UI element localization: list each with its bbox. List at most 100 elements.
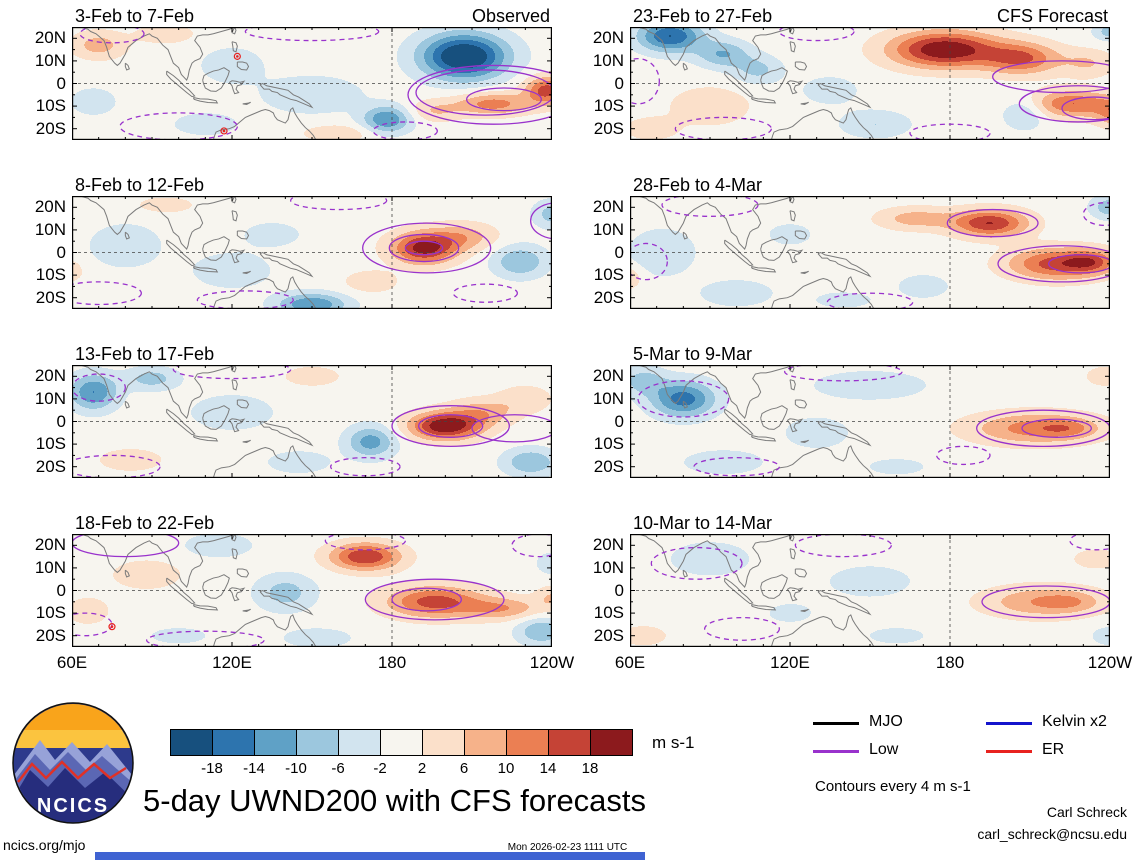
x-axis-label: 180 bbox=[935, 653, 965, 672]
x-axis-label: 180 bbox=[377, 653, 407, 672]
panel-header: 28-Feb to 4-Mar bbox=[630, 175, 1110, 195]
y-axis-label: 10S bbox=[35, 265, 66, 285]
y-axis-label: 20N bbox=[592, 366, 624, 386]
colorbar-cell bbox=[548, 729, 591, 756]
panel-corner-label: CFS Forecast bbox=[996, 6, 1108, 26]
legend-line-er bbox=[986, 750, 1032, 753]
map-canvas bbox=[72, 534, 552, 647]
figure-title: 5-day UWND200 with CFS forecasts bbox=[143, 783, 647, 818]
y-axis-label: 0 bbox=[614, 411, 624, 431]
logo-sky-lower bbox=[14, 730, 132, 748]
panel-title: 28-Feb to 4-Mar bbox=[633, 175, 763, 195]
map-canvas bbox=[72, 365, 552, 478]
logo-text: NCICS bbox=[37, 795, 109, 817]
y-axis-label: 20N bbox=[34, 197, 66, 217]
panel-title: 13-Feb to 17-Feb bbox=[75, 344, 215, 364]
y-axis-label: 10S bbox=[593, 434, 624, 454]
colorbar-tick-label: -10 bbox=[285, 760, 307, 777]
y-axis-label: 10S bbox=[35, 434, 66, 454]
colorbar-cell bbox=[296, 729, 339, 756]
contour-interval-note: Contours every 4 m s-1 bbox=[815, 778, 971, 795]
y-axis-label: 0 bbox=[56, 242, 66, 262]
y-axis-label: 20S bbox=[593, 118, 624, 138]
y-axis-label: 10S bbox=[593, 603, 624, 623]
colorbar-cell bbox=[380, 729, 423, 756]
colorbar-cell bbox=[506, 729, 549, 756]
x-axis-label: 120E bbox=[770, 653, 810, 672]
ncics-logo: NCICS bbox=[12, 702, 134, 824]
y-axis-label: 20S bbox=[593, 456, 624, 476]
y-axis-label: 0 bbox=[56, 580, 66, 600]
colorbar-cell bbox=[590, 729, 633, 756]
y-axis-label: 20S bbox=[35, 625, 66, 645]
colorbar-tick-label: -6 bbox=[331, 760, 345, 777]
y-axis-label: 20N bbox=[34, 535, 66, 555]
logo-mountain-front bbox=[14, 768, 132, 822]
y-axis-label: 0 bbox=[614, 242, 624, 262]
panel-title: 5-Mar to 9-Mar bbox=[633, 344, 753, 364]
y-axis-label: 20N bbox=[592, 28, 624, 48]
y-axis-label: 20N bbox=[34, 366, 66, 386]
y-axis-label: 10S bbox=[35, 603, 66, 623]
y-axis-label: 10S bbox=[593, 96, 624, 116]
map-canvas bbox=[630, 27, 1110, 140]
legend-label: MJO bbox=[869, 713, 903, 730]
y-axis-label: 10N bbox=[592, 557, 624, 577]
colorbar-tick-label: 18 bbox=[581, 760, 599, 777]
y-axis-label: 20S bbox=[35, 287, 66, 307]
colorbar-cell bbox=[464, 729, 507, 756]
map-canvas bbox=[72, 196, 552, 309]
colorbar-cell bbox=[254, 729, 297, 756]
colorbar-cell bbox=[422, 729, 465, 756]
panel-title: 18-Feb to 22-Feb bbox=[75, 513, 215, 533]
y-axis-label: 10S bbox=[35, 96, 66, 116]
legend-label: Low bbox=[869, 741, 899, 758]
colorbar-tick-label: -18 bbox=[201, 760, 223, 777]
y-axis-label: 20S bbox=[593, 287, 624, 307]
credit-name: Carl Schreck bbox=[1046, 804, 1127, 820]
colorbar-cell bbox=[212, 729, 255, 756]
colorbar-tick-label: -14 bbox=[243, 760, 265, 777]
logo-red-ridge bbox=[17, 760, 127, 783]
credit-email: carl_schreck@ncsu.edu bbox=[977, 826, 1127, 842]
y-axis-label: 20S bbox=[593, 625, 624, 645]
colorbar-tick-label: 10 bbox=[497, 760, 515, 777]
panel-title: 3-Feb to 7-Feb bbox=[75, 6, 195, 26]
panel-title: 10-Mar to 14-Mar bbox=[633, 513, 773, 533]
y-axis-label: 20N bbox=[592, 535, 624, 555]
y-axis-label: 0 bbox=[56, 73, 66, 93]
colorbar-units-label: m s-1 bbox=[652, 733, 695, 752]
bottom-bar bbox=[95, 852, 645, 860]
panel-header: 5-Mar to 9-Mar bbox=[630, 344, 1110, 364]
map-canvas bbox=[630, 196, 1110, 309]
colorbar-tick-label: -2 bbox=[373, 760, 387, 777]
x-axis-label: 120W bbox=[1087, 653, 1133, 672]
y-axis-label: 20S bbox=[35, 456, 66, 476]
panel-corner-label: Observed bbox=[471, 6, 550, 26]
y-axis-label: 10N bbox=[592, 219, 624, 239]
x-axis-label: 120W bbox=[529, 653, 575, 672]
x-axis-label: 120E bbox=[212, 653, 252, 672]
y-axis-label: 10N bbox=[592, 388, 624, 408]
legend-line-kelvin-x2 bbox=[986, 722, 1032, 725]
y-axis-label: 10N bbox=[34, 388, 66, 408]
footer-timestamp: Mon 2026-02-23 1111 UTC bbox=[507, 842, 628, 853]
panel-header: 10-Mar to 14-Mar bbox=[630, 513, 1110, 533]
y-axis-label: 0 bbox=[614, 580, 624, 600]
y-axis-label: 10N bbox=[592, 50, 624, 70]
panel-header: 3-Feb to 7-Feb Observed bbox=[72, 6, 552, 26]
y-axis-label: 10S bbox=[593, 265, 624, 285]
map-canvas bbox=[630, 534, 1110, 647]
panel-title: 8-Feb to 12-Feb bbox=[75, 175, 205, 195]
legend-label: ER bbox=[1042, 741, 1065, 758]
y-axis-label: 0 bbox=[614, 73, 624, 93]
panel-title: 23-Feb to 27-Feb bbox=[633, 6, 773, 26]
colorbar-tick-label: 2 bbox=[417, 760, 427, 777]
panel-header: 13-Feb to 17-Feb bbox=[72, 344, 552, 364]
panel-header: 23-Feb to 27-Feb CFS Forecast bbox=[630, 6, 1110, 26]
y-axis-label: 20S bbox=[35, 118, 66, 138]
map-canvas bbox=[630, 365, 1110, 478]
logo-sky-upper bbox=[14, 704, 132, 730]
y-axis-label: 10N bbox=[34, 50, 66, 70]
